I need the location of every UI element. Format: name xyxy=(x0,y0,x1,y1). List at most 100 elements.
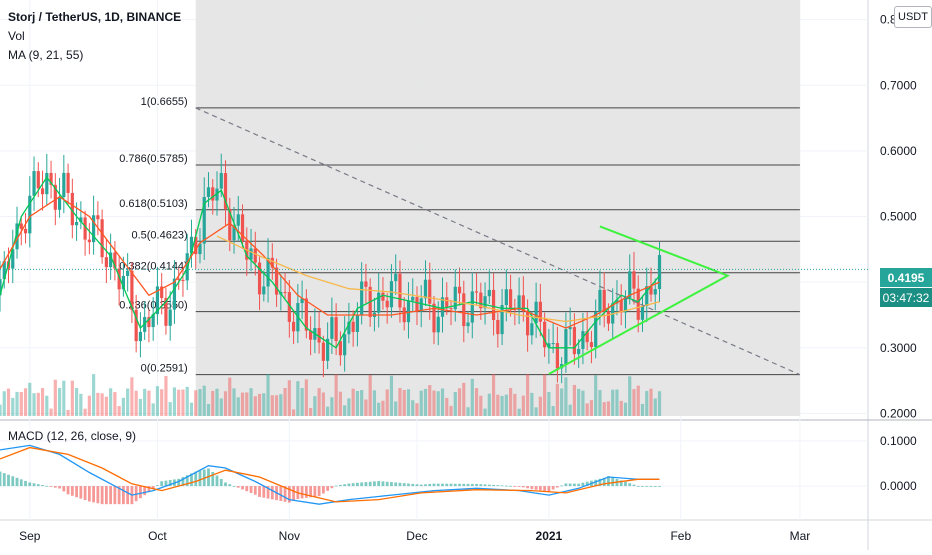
macd-histogram-bar xyxy=(24,480,27,487)
macd-histogram-bar xyxy=(449,483,453,487)
volume-bar xyxy=(283,388,287,416)
macd-histogram-bar xyxy=(492,484,495,487)
volume-bar xyxy=(87,395,91,416)
macd-histogram-bar xyxy=(636,486,640,487)
candle-body xyxy=(228,208,232,241)
candle-body xyxy=(291,321,296,332)
candle-body xyxy=(640,306,645,320)
macd-histogram-bar xyxy=(219,478,223,487)
macd-histogram-bar xyxy=(632,484,636,487)
candle-body xyxy=(347,321,351,335)
price-tick-label: 0.7000 xyxy=(880,78,917,92)
macd-histogram-bar xyxy=(373,481,376,487)
candle-body xyxy=(321,342,325,361)
volume-bar xyxy=(287,380,291,416)
volume-bar xyxy=(504,394,508,416)
volume-bar xyxy=(555,383,559,416)
macd-histogram-bar xyxy=(402,483,406,487)
volume-bar xyxy=(219,398,223,416)
macd-histogram-bar xyxy=(509,485,512,487)
volume-bar xyxy=(500,395,504,416)
macd-histogram-bar xyxy=(317,486,321,497)
moving-average-line xyxy=(0,176,661,349)
volume-bar xyxy=(547,392,551,416)
candle-body xyxy=(262,286,266,295)
volume-bar xyxy=(598,390,602,416)
macd-histogram-bar xyxy=(649,486,653,487)
fib-level-label: 0.5(0.4623) xyxy=(131,229,187,241)
volume-bar xyxy=(206,403,211,416)
volume-bar xyxy=(270,395,274,416)
macd-histogram-bar xyxy=(164,480,168,487)
volume-bar xyxy=(223,391,228,416)
candle-body xyxy=(172,278,177,310)
volume-bar xyxy=(534,407,538,416)
candle-body xyxy=(23,228,28,234)
macd-histogram-bar xyxy=(309,486,313,498)
macd-histogram-bar xyxy=(32,483,36,487)
volume-bar xyxy=(92,374,96,416)
macd-legend[interactable]: MACD (12, 26, close, 9) xyxy=(8,429,137,443)
macd-histogram-bar xyxy=(262,486,266,498)
symbol-title[interactable]: Storj / TetherUS, 1D, BINANCE xyxy=(8,10,182,24)
volume-legend[interactable]: Vol xyxy=(8,29,25,43)
volume-bar xyxy=(453,392,457,416)
macd-histogram-bar xyxy=(377,481,381,487)
macd-histogram-bar xyxy=(428,483,432,487)
candle-body xyxy=(453,286,457,310)
volume-bar xyxy=(245,392,249,416)
macd-histogram-bar xyxy=(143,486,147,496)
volume-bar xyxy=(57,388,62,416)
macd-histogram-bar xyxy=(619,480,623,487)
volume-bar xyxy=(147,390,151,416)
candle-body xyxy=(521,295,525,312)
macd-histogram-bar xyxy=(424,484,427,487)
candle-body xyxy=(602,289,606,312)
volume-bar xyxy=(15,391,19,416)
macd-histogram-bar xyxy=(568,483,572,487)
macd-histogram-bar xyxy=(292,486,295,501)
volume-bar xyxy=(483,408,487,416)
macd-histogram-bar xyxy=(53,486,57,488)
macd-histogram-bar xyxy=(258,486,261,497)
ma-legend[interactable]: MA (9, 21, 55) xyxy=(8,48,84,62)
macd-histogram-bar xyxy=(441,483,444,487)
macd-histogram-bar xyxy=(75,486,78,498)
macd-histogram-bar xyxy=(543,486,547,491)
candle-body xyxy=(338,341,342,356)
volume-bar xyxy=(398,387,402,416)
time-tick-label: Sep xyxy=(19,529,41,543)
volume-bar xyxy=(228,377,232,416)
macd-histogram-bar xyxy=(190,473,193,487)
macd-histogram-bar xyxy=(232,485,236,487)
candle-body xyxy=(334,317,338,342)
volume-bar xyxy=(487,393,491,416)
macd-histogram-bar xyxy=(326,486,330,491)
macd-histogram-bar xyxy=(87,486,91,502)
macd-histogram-bar xyxy=(500,485,504,487)
volume-bar xyxy=(347,398,351,416)
volume-bar xyxy=(6,388,11,416)
macd-histogram-bar xyxy=(139,486,142,499)
volume-bar xyxy=(28,382,32,416)
candle-body xyxy=(79,217,83,223)
candle-body xyxy=(415,296,419,312)
candle-body xyxy=(19,223,23,229)
volume-bar xyxy=(351,388,355,416)
volume-bar xyxy=(428,385,432,416)
volume-bar xyxy=(419,390,423,416)
macd-histogram-bar xyxy=(104,486,108,505)
candle-body xyxy=(423,279,428,299)
candle-body xyxy=(74,222,79,226)
time-tick-label: Oct xyxy=(148,529,167,543)
macd-histogram-bar xyxy=(390,482,393,487)
macd-histogram-bar xyxy=(538,486,542,491)
volume-bar xyxy=(134,390,138,416)
macd-histogram-bar xyxy=(517,486,521,487)
candle-body xyxy=(151,314,155,328)
volume-bar xyxy=(394,401,398,416)
volume-bar xyxy=(326,406,330,416)
volume-bar xyxy=(266,374,270,416)
currency-unit-button[interactable]: USDT xyxy=(894,6,932,28)
